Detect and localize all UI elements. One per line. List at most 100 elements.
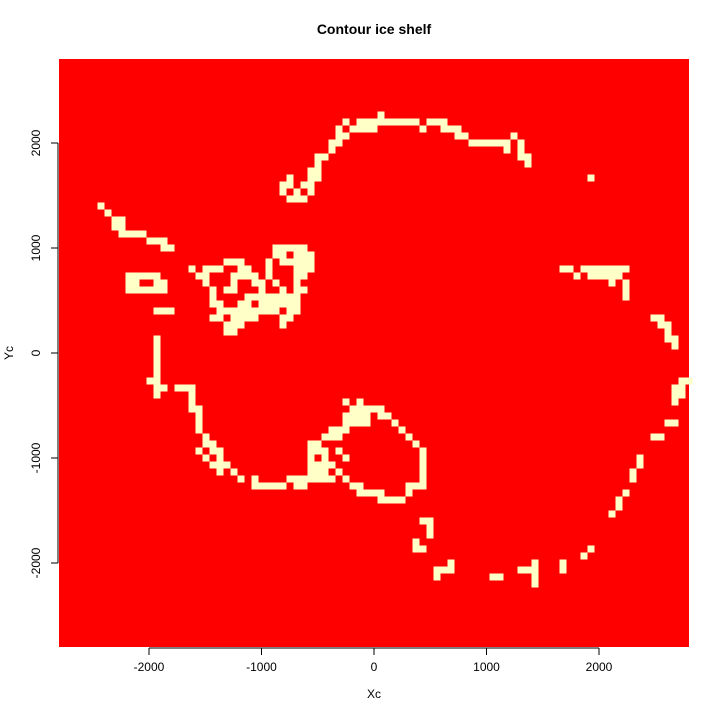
contour-cell — [412, 440, 420, 448]
contour-segment — [608, 489, 630, 518]
contour-cell — [615, 496, 623, 504]
contour-cell — [293, 195, 301, 203]
contour-cell — [286, 475, 294, 483]
contour-cell — [314, 447, 322, 455]
contour-cell — [153, 342, 161, 350]
contour-cell — [671, 391, 679, 399]
contour-cell — [237, 272, 245, 280]
contour-cell — [230, 321, 238, 329]
contour-cell — [503, 139, 511, 147]
contour-cell — [419, 125, 427, 133]
contour-segment — [412, 538, 427, 553]
contour-cell — [251, 482, 259, 490]
contour-cell — [293, 188, 301, 196]
contour-cell — [216, 314, 224, 322]
contour-cell — [216, 307, 224, 315]
contour-cell — [503, 146, 511, 154]
contour-segment — [636, 454, 644, 469]
contour-cell — [391, 118, 399, 126]
contour-cell — [531, 559, 539, 567]
contour-cell — [307, 454, 315, 462]
contour-cell — [349, 405, 357, 413]
contour-cell — [293, 307, 301, 315]
contour-cell — [405, 118, 413, 126]
contour-cell — [139, 230, 147, 238]
contour-cell — [111, 216, 119, 224]
contour-cell — [664, 335, 672, 343]
contour-cell — [307, 461, 315, 469]
contour-cell — [237, 314, 245, 322]
contour-cell — [517, 139, 525, 147]
contour-cell — [153, 363, 161, 371]
contour-cell — [307, 475, 315, 483]
contour-cell — [447, 125, 455, 133]
contour-cell — [342, 475, 350, 483]
contour-cell — [188, 398, 196, 406]
contour-cell — [412, 545, 420, 553]
contour-cell — [188, 265, 196, 273]
contour-cell — [300, 475, 308, 483]
contour-cell — [615, 503, 623, 511]
contour-segment — [594, 272, 616, 287]
contour-cell — [202, 279, 210, 287]
contour-cell — [517, 153, 525, 161]
contour-cell — [314, 167, 322, 175]
contour-cell — [321, 433, 329, 441]
contour-cell — [335, 125, 343, 133]
contour-cell — [279, 314, 287, 322]
contour-cell — [335, 139, 343, 147]
x-tick-label: -1000 — [246, 660, 277, 674]
contour-cell — [237, 475, 245, 483]
contour-cell — [251, 475, 259, 483]
contour-cell — [307, 174, 315, 182]
contour-cell — [363, 125, 371, 133]
contour-segment — [559, 559, 567, 574]
contour-segment — [300, 167, 322, 203]
x-axis: -2000 -1000 0 1000 2000 — [134, 647, 613, 674]
contour-cell — [342, 118, 350, 126]
contour-cell — [300, 244, 308, 252]
x-axis-label: Xc — [367, 687, 381, 701]
contour-cell — [363, 405, 371, 413]
contour-cell — [153, 307, 161, 315]
contour-cell — [195, 426, 203, 434]
contour-cell — [370, 118, 378, 126]
contour-cell — [398, 118, 406, 126]
contour-cell — [230, 314, 238, 322]
y-tick-label: -2000 — [29, 547, 43, 578]
contour-cell — [678, 391, 686, 399]
contour-cell — [517, 566, 525, 574]
contour-cell — [650, 433, 658, 441]
contour-segment — [335, 447, 350, 462]
contour-cell — [153, 370, 161, 378]
contour-cell — [244, 314, 252, 322]
contour-cell — [356, 482, 364, 490]
contour-cell — [300, 286, 308, 294]
contour-cell — [265, 293, 273, 301]
contour-cell — [293, 272, 301, 280]
contour-cell — [195, 447, 203, 455]
contour-cell — [356, 412, 364, 420]
contour-cell — [328, 433, 336, 441]
contour-cell — [531, 573, 539, 581]
contour-cell — [293, 244, 301, 252]
contour-cell — [328, 139, 336, 147]
contour-cell — [153, 286, 161, 294]
contour-cell — [293, 251, 301, 259]
contour-cell — [335, 132, 343, 140]
contour-cell — [279, 181, 287, 189]
contour-cell — [328, 461, 336, 469]
contour-cell — [188, 405, 196, 413]
contour-cell — [398, 496, 406, 504]
contour-cell — [230, 468, 238, 476]
contour-segment — [188, 265, 203, 280]
contour-segment — [622, 279, 630, 301]
contour-cell — [286, 300, 294, 308]
contour-cell — [202, 440, 210, 448]
contour-cell — [216, 300, 224, 308]
contour-cell — [272, 244, 280, 252]
contour-cell — [293, 265, 301, 273]
contour-segment — [174, 384, 245, 483]
contour-cell — [300, 251, 308, 259]
contour-cell — [153, 384, 161, 392]
